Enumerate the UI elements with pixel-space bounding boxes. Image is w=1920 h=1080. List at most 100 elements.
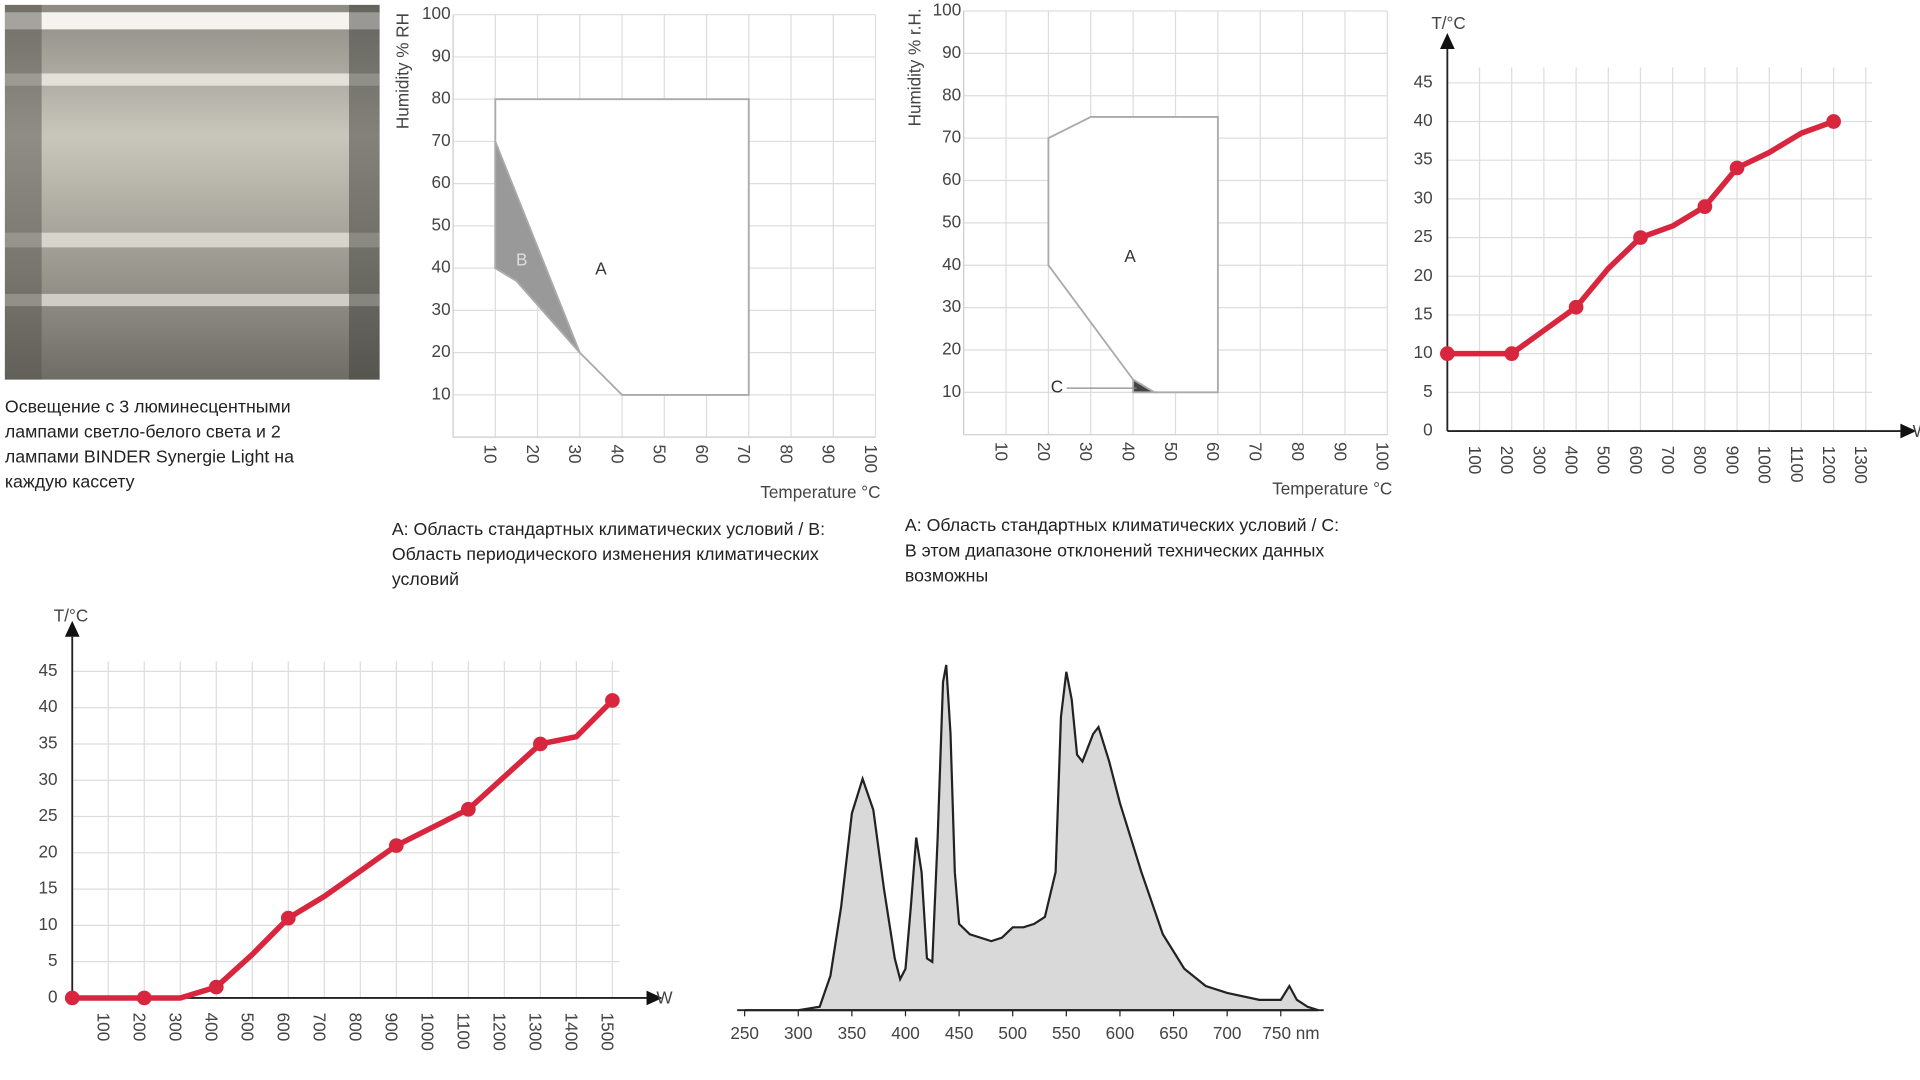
caption-line: условий xyxy=(392,569,459,589)
x-tick-label: 40 xyxy=(607,444,627,463)
x-axis-label: W xyxy=(1913,421,1920,441)
y-tick-label: 80 xyxy=(432,88,451,108)
x-tick-label: 300 xyxy=(784,1023,813,1043)
x-tick-label: 200 xyxy=(130,1013,150,1042)
y-arrow xyxy=(64,620,80,637)
x-tick-label: 450 xyxy=(945,1023,974,1043)
x-tick-label: 900 xyxy=(1722,446,1742,475)
y-tick-label: 5 xyxy=(1423,381,1433,401)
y-tick-label: 20 xyxy=(38,841,57,861)
x-tick-label: 100 xyxy=(861,444,881,473)
x-tick-label: 1400 xyxy=(562,1013,582,1051)
y-tick-label: 10 xyxy=(1414,342,1433,362)
x-tick-label: 600 xyxy=(1626,446,1646,475)
region xyxy=(494,141,581,354)
y-tick-label: 25 xyxy=(1414,226,1433,246)
y-tick-label: 40 xyxy=(942,254,961,274)
x-tick-label: 300 xyxy=(166,1013,186,1042)
y-tick-label: 45 xyxy=(38,660,57,680)
y-tick-label: 30 xyxy=(1414,187,1433,207)
point xyxy=(208,979,224,995)
point xyxy=(605,693,620,708)
point xyxy=(1826,114,1841,129)
x-arrow xyxy=(1900,423,1917,439)
x-tick-label: 350 xyxy=(838,1023,867,1043)
point xyxy=(533,736,548,752)
x-axis-label: Temperature °C xyxy=(760,482,880,502)
x-tick-label: 900 xyxy=(382,1013,402,1042)
x-tick-label: 1300 xyxy=(526,1013,546,1051)
x-tick-label: 550 xyxy=(1052,1023,1081,1043)
x-tick-label: 10 xyxy=(481,444,501,463)
y-tick-label: 0 xyxy=(1423,420,1433,440)
x-tick-label: 20 xyxy=(523,444,543,463)
x-tick-label: 40 xyxy=(1118,442,1138,461)
y-tick-label: 60 xyxy=(942,169,961,189)
point xyxy=(64,990,80,1006)
region-label: A xyxy=(595,259,607,279)
y-tick-label: 80 xyxy=(942,84,961,104)
x-tick-label: 1100 xyxy=(454,1013,474,1050)
y-tick-label: 5 xyxy=(48,950,58,970)
chart: 0 5 10 15 20 25 30 35 40 45 100 200 300 400 500 600 700 8… xyxy=(38,606,673,1051)
y-tick-label: 35 xyxy=(38,732,57,752)
y-tick-label: 70 xyxy=(432,130,451,150)
y-tick-label: 60 xyxy=(432,172,451,192)
region-label: C xyxy=(1051,377,1063,397)
x-tick-label: 700 xyxy=(1658,446,1678,475)
x-tick-label: 800 xyxy=(1690,446,1710,475)
x-tick-label: 500 xyxy=(998,1023,1027,1043)
x-tick-label: 10 xyxy=(991,442,1011,461)
x-tick-label: 600 xyxy=(274,1013,294,1042)
y-tick-label: 40 xyxy=(432,257,451,277)
x-tick-label: 500 xyxy=(238,1013,258,1042)
y-tick-label: 50 xyxy=(432,214,451,234)
y-tick-label: 35 xyxy=(1414,149,1433,169)
point xyxy=(1697,199,1713,214)
photo xyxy=(4,4,380,380)
x-tick-label: 100 xyxy=(1373,442,1393,471)
y-tick-label: 40 xyxy=(38,696,57,716)
x-tick-label: 70 xyxy=(1246,442,1266,461)
y-axis-label: T/°C xyxy=(1431,13,1465,33)
x-tick-label: 600 xyxy=(1106,1023,1135,1043)
x-tick-label: 70 xyxy=(734,444,754,463)
y-tick-label: 20 xyxy=(432,341,451,361)
y-tick-label: 90 xyxy=(942,42,961,62)
y-axis-label: Humidity % r.H. xyxy=(904,8,924,126)
x-tick-label: 500 xyxy=(1594,446,1614,475)
x-tick-label: 1000 xyxy=(418,1013,438,1051)
y-tick-label: 10 xyxy=(942,381,961,401)
x-tick-label: 30 xyxy=(1076,442,1096,461)
point xyxy=(1568,299,1584,315)
point xyxy=(461,801,476,817)
x-tick-label: 1200 xyxy=(490,1013,510,1051)
region xyxy=(1132,377,1158,394)
x-tick-label: 650 xyxy=(1159,1023,1188,1043)
y-tick-label: 100 xyxy=(422,3,451,23)
x-tick-label: 700 xyxy=(310,1013,330,1042)
x-tick-label: 20 xyxy=(1034,442,1054,461)
y-tick-label: 45 xyxy=(1414,71,1433,91)
y-tick-label: 30 xyxy=(38,769,57,789)
x-tick-label: 80 xyxy=(776,444,796,463)
region-label: B xyxy=(516,249,527,269)
x-tick-label: 250 xyxy=(730,1023,759,1043)
chart: 0 5 10 15 20 25 30 35 40 45 100 200 300 400 500 600 700 8… xyxy=(1414,13,1920,484)
y-tick-label: 15 xyxy=(1414,303,1433,323)
area xyxy=(744,664,1319,1012)
x-arrow xyxy=(646,990,663,1006)
x-tick-label: 700 xyxy=(1213,1023,1242,1043)
point xyxy=(280,910,296,926)
x-tick-label: 60 xyxy=(692,444,712,463)
y-tick-label: 15 xyxy=(38,878,57,898)
x-tick-label: 1100 xyxy=(1787,446,1807,483)
y-tick-label: 30 xyxy=(942,296,961,316)
x-tick-label: 80 xyxy=(1288,442,1308,461)
x-tick-label: 400 xyxy=(891,1023,920,1043)
y-tick-label: 30 xyxy=(432,299,451,319)
region-label: A xyxy=(1124,246,1136,266)
caption-line: каждую кассету xyxy=(5,472,135,492)
y-tick-label: 70 xyxy=(942,127,961,147)
